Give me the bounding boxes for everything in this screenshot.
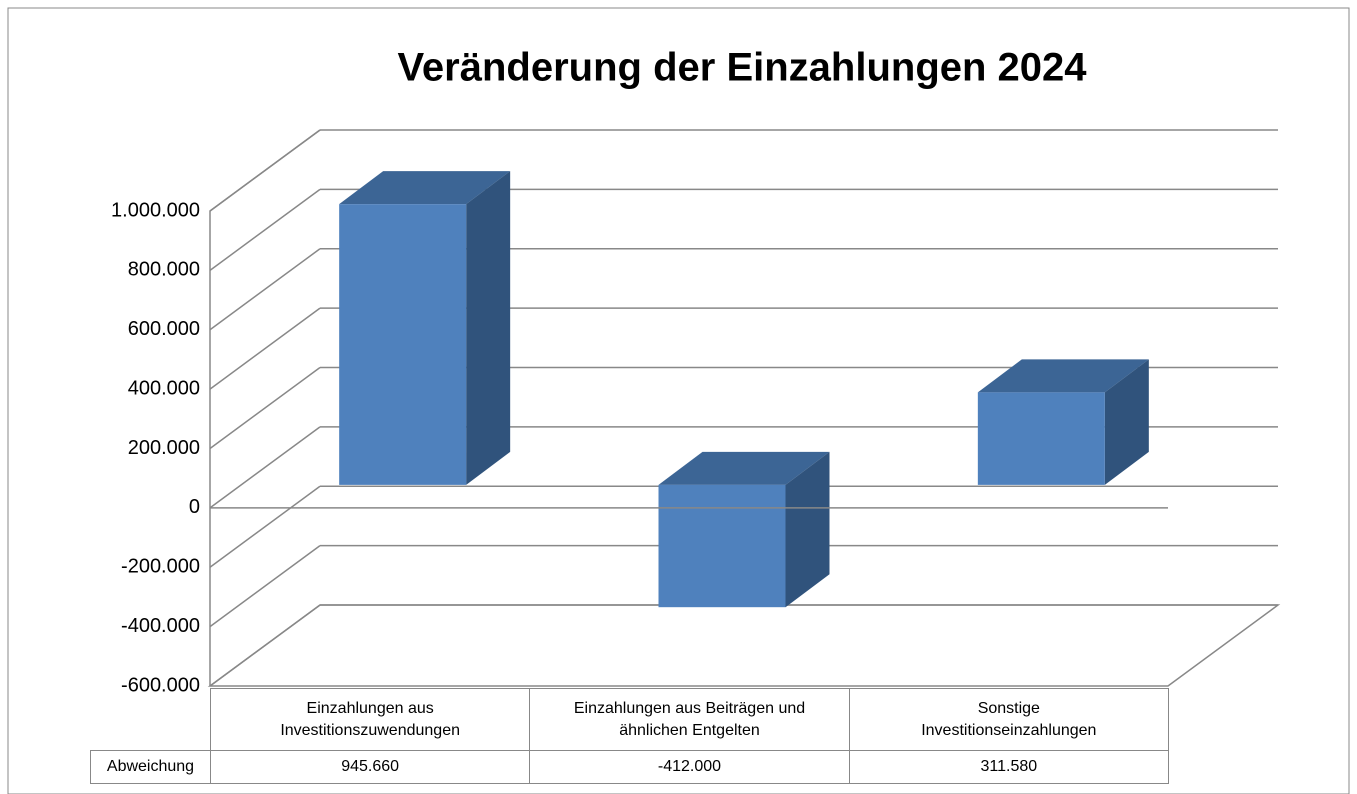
category-label: Sonstige Investitionseinzahlungen (848, 688, 1169, 751)
grid-line-side (209, 426, 321, 509)
y-tick-label: 600.000 (128, 318, 200, 340)
bar-side (1104, 359, 1149, 485)
value-label: 311.580 (848, 750, 1169, 784)
grid-line-side (209, 485, 321, 568)
bar (977, 392, 1105, 485)
bar-side (785, 451, 830, 608)
y-tick-label: 800.000 (128, 259, 200, 281)
grid-line-side (209, 248, 321, 331)
y-tick-label: 0 (189, 496, 200, 518)
grid-line-side (209, 188, 321, 271)
category-label: Einzahlungen aus Beiträgen und ähnlichen… (529, 688, 850, 751)
legend-label: Abweichung (90, 750, 211, 784)
bar-side (466, 171, 511, 485)
y-tick-label: -600.000 (121, 674, 200, 696)
grid-line-side (209, 366, 321, 450)
value-label: -412.000 (529, 750, 850, 784)
y-tick-label: -200.000 (121, 556, 200, 578)
y-tick-label: 400.000 (128, 377, 200, 399)
bar-top (658, 451, 830, 485)
grid-line-side (209, 604, 321, 687)
grid-line-side (209, 129, 321, 212)
bar-top (977, 359, 1149, 393)
bar (658, 484, 786, 608)
chart-title: Veränderung der Einzahlungen 2024 (397, 46, 1087, 90)
grid-line-side (209, 307, 321, 390)
value-label: 945.660 (210, 750, 531, 784)
y-tick-label: 1.000.000 (111, 199, 200, 221)
y-tick-label: -400.000 (121, 615, 200, 637)
bar (339, 204, 467, 485)
grid-line-side (209, 545, 321, 628)
category-label: Einzahlungen aus Investitionszuwendungen (210, 688, 531, 751)
bar-top (339, 171, 511, 205)
y-tick-label: 200.000 (128, 437, 200, 459)
